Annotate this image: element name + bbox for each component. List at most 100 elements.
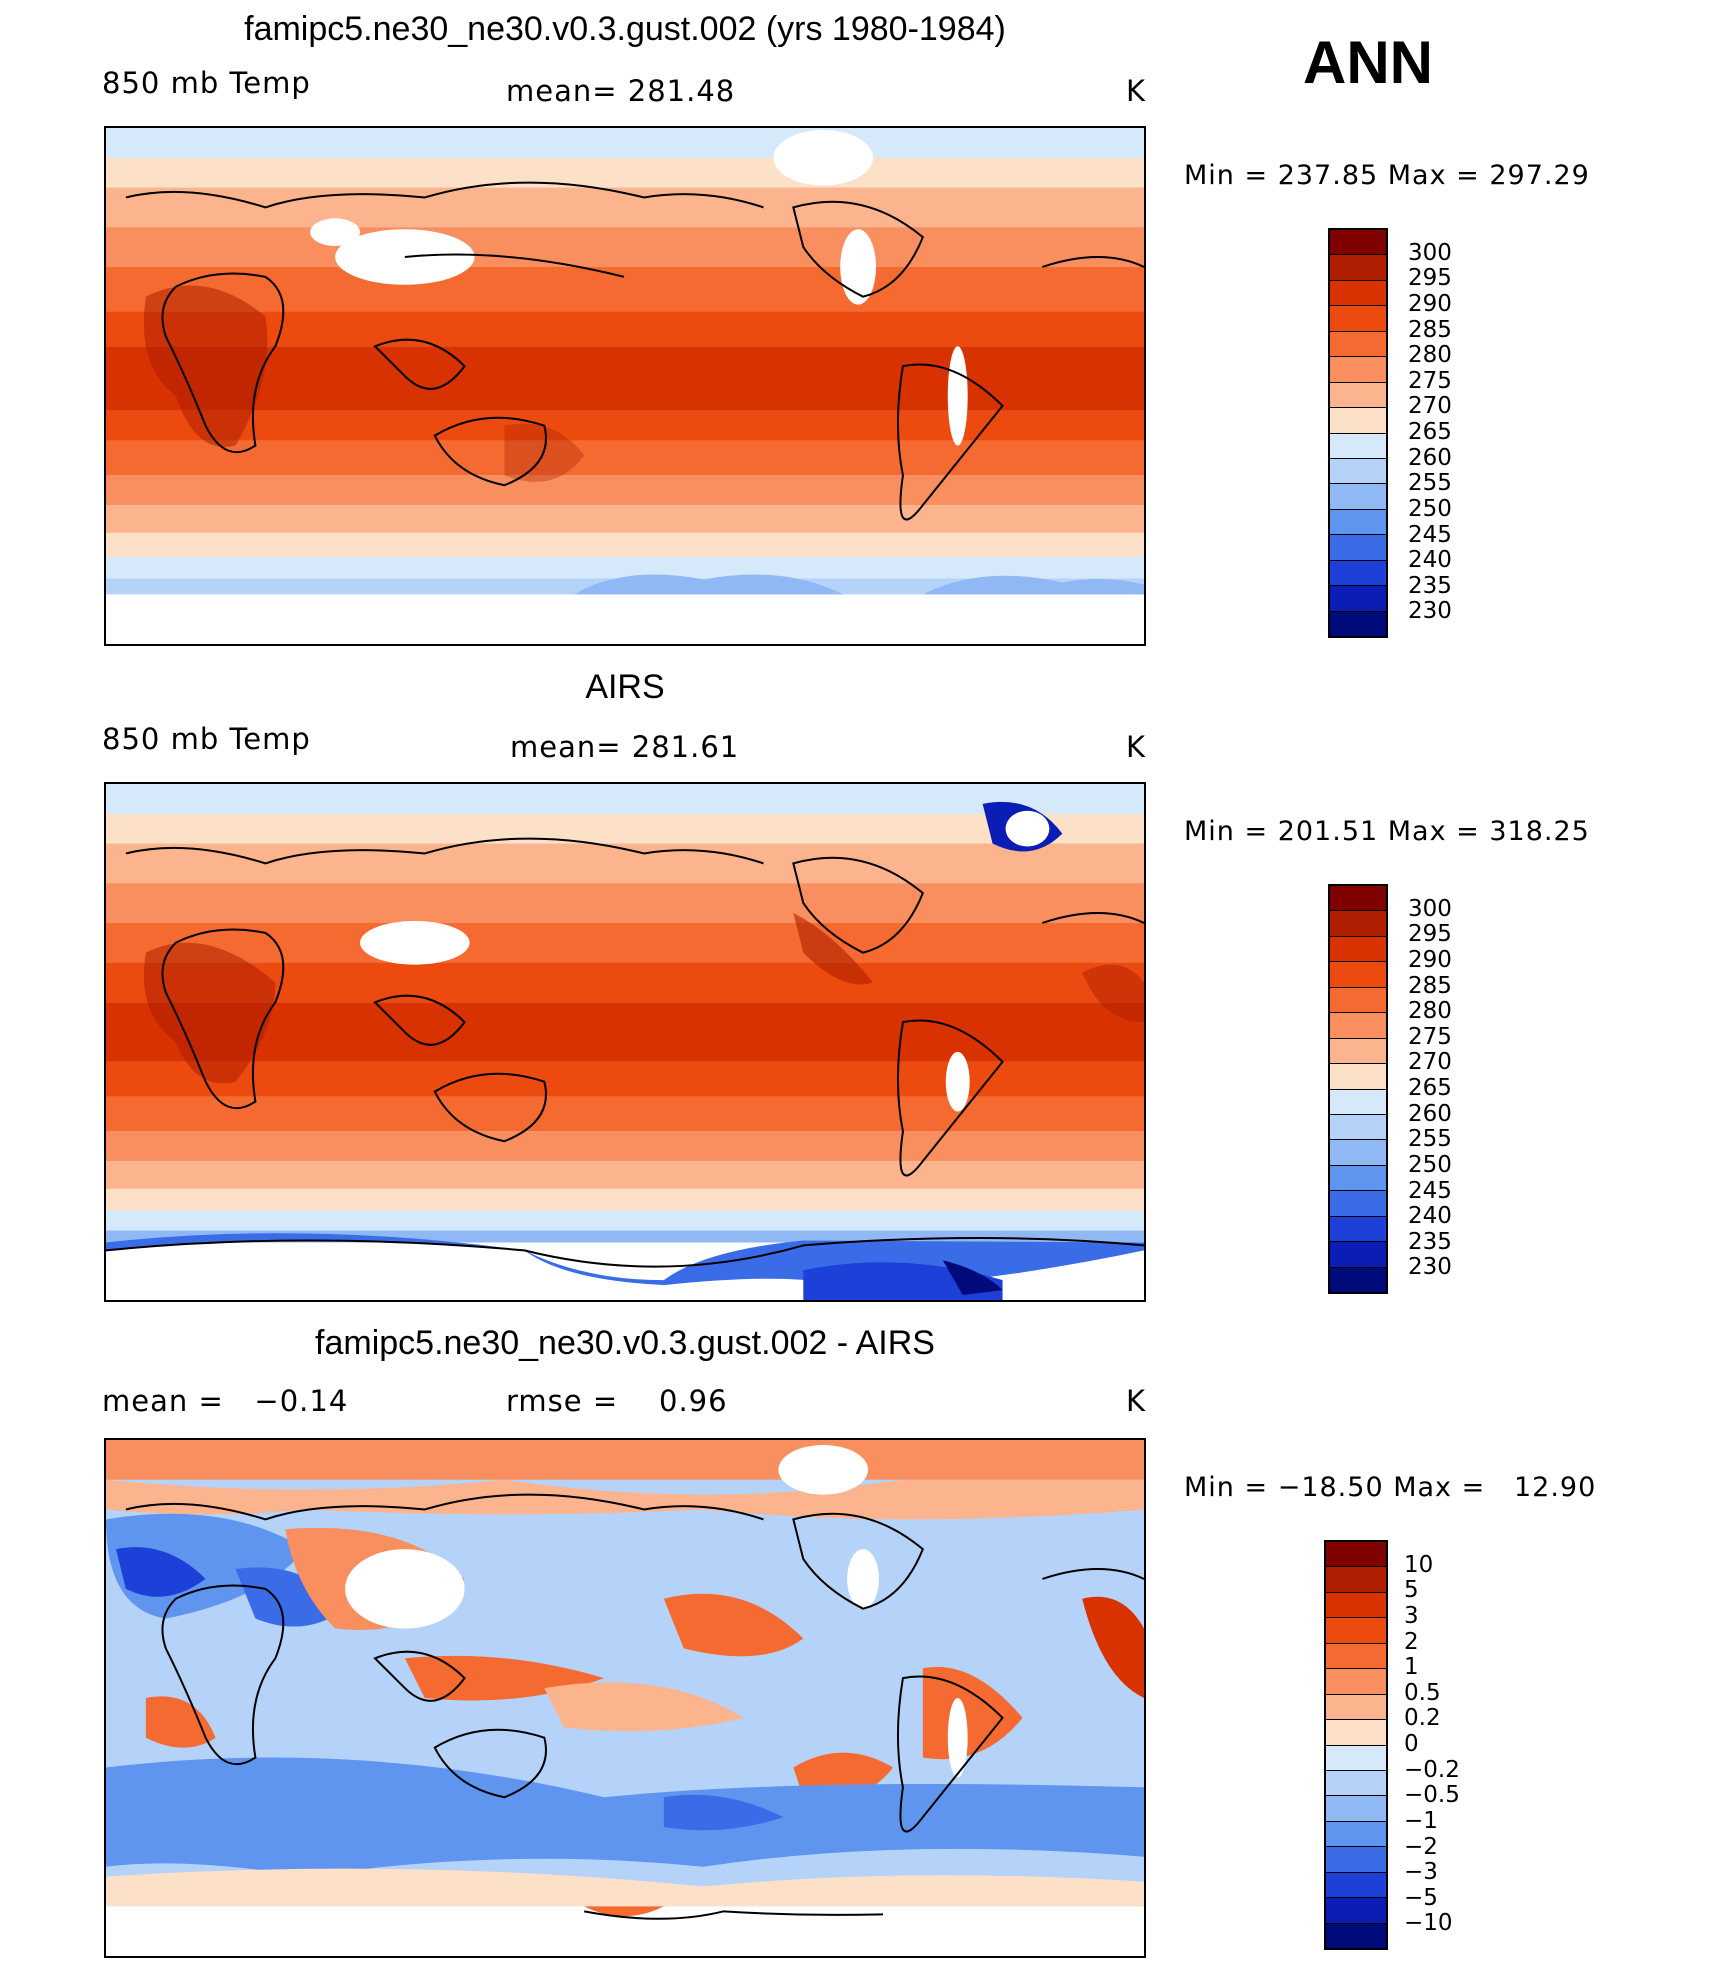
colorbar-swatch	[1326, 1898, 1386, 1924]
colorbar-swatch	[1330, 1114, 1386, 1141]
colorbar-tick-label: 260	[1408, 1100, 1452, 1127]
colorbar-swatch	[1326, 1567, 1386, 1593]
panel-1-variable-label: 850 mb Temp	[102, 66, 311, 100]
colorbar-tick-label: 2	[1404, 1628, 1419, 1655]
colorbar-tick-label: 255	[1408, 1126, 1452, 1153]
colorbar-swatch	[1330, 433, 1386, 459]
colorbar-tick-label: 265	[1408, 1075, 1452, 1101]
colorbar-swatch	[1330, 458, 1386, 485]
colorbar-tick-label: −3	[1404, 1859, 1438, 1886]
season-label: ANN	[1303, 29, 1433, 96]
colorbar-swatch	[1326, 1592, 1386, 1619]
colorbar-tick-label: 300	[1408, 895, 1452, 922]
colorbar-swatch	[1330, 1038, 1386, 1065]
colorbar-swatch	[1330, 509, 1386, 536]
colorbar-swatch	[1330, 535, 1386, 561]
colorbar-tick-label: 275	[1408, 367, 1452, 394]
colorbar-tick-label: 290	[1408, 946, 1452, 973]
colorbar-swatch	[1330, 1089, 1386, 1115]
panel-3-map-field	[106, 1440, 1144, 1956]
colorbar-swatch	[1330, 1165, 1386, 1192]
colorbar-tick-label: 235	[1408, 1228, 1452, 1255]
colorbar-tick-label: 10	[1404, 1551, 1434, 1578]
colorbar-swatch	[1326, 1847, 1386, 1873]
colorbar-swatch	[1330, 936, 1386, 963]
panel-2-minmax: Min = 201.51 Max = 318.25	[1184, 816, 1590, 847]
colorbar-tick-label: 0.2	[1404, 1705, 1441, 1732]
colorbar-swatch	[1330, 962, 1386, 988]
colorbar-swatch	[1330, 1013, 1386, 1039]
colorbar-tick-label: 285	[1408, 972, 1452, 999]
colorbar-tick-label: 275	[1408, 1023, 1452, 1050]
panel-3-title: famipc5.ne30_ne30.v0.3.gust.002 - AIRS	[315, 1324, 935, 1362]
colorbar-swatch	[1330, 1216, 1386, 1243]
colorbar-swatch	[1330, 1064, 1386, 1090]
colorbar-swatch	[1330, 306, 1386, 332]
panel-3-colorbar-labels: 10 5 3 2 1 0.5 0.2 0 −0.2 −0.5 −1 −2 −3 −5 −10	[1404, 1540, 1514, 1950]
colorbar-tick-label: −5	[1404, 1884, 1438, 1911]
panel-1-units-label: K	[1126, 74, 1147, 108]
colorbar-swatch	[1330, 255, 1386, 281]
panel-3-minmax: Min = −18.50 Max = 12.90	[1184, 1472, 1597, 1503]
colorbar-tick-label: 270	[1408, 393, 1452, 420]
colorbar-swatch	[1330, 560, 1386, 587]
colorbar-tick-label: 0.5	[1404, 1679, 1441, 1706]
colorbar-swatch	[1330, 1140, 1386, 1166]
panel-1-colorbar-labels: 300 295 290 285 280 275 270 265 260 255 250 245 240 2…	[1408, 228, 1508, 638]
colorbar-tick-label: 250	[1408, 495, 1452, 522]
colorbar-tick-label: 230	[1408, 1254, 1452, 1281]
colorbar-tick-label: 280	[1408, 998, 1452, 1025]
panel-3-mean-label: mean = −0.14	[102, 1384, 349, 1418]
colorbar-swatch	[1326, 1618, 1386, 1644]
colorbar-tick-label: 3	[1404, 1602, 1419, 1629]
colorbar-tick-label: 270	[1408, 1049, 1452, 1076]
colorbar-tick-label: −0.2	[1404, 1756, 1460, 1783]
colorbar-swatch	[1330, 886, 1386, 912]
colorbar-swatch	[1330, 1242, 1386, 1268]
colorbar-tick-label: 280	[1408, 342, 1452, 369]
colorbar-swatch	[1330, 911, 1386, 937]
colorbar-tick-label: 285	[1408, 316, 1452, 343]
colorbar-swatch	[1330, 408, 1386, 434]
colorbar-tick-label: 245	[1408, 1177, 1452, 1204]
colorbar-swatch	[1326, 1669, 1386, 1695]
colorbar-swatch	[1326, 1770, 1386, 1797]
panel-2-colorbar-labels: 300 295 290 285 280 275 270 265 260 255 250 245 240 2…	[1408, 884, 1508, 1294]
colorbar-tick-label: 300	[1408, 239, 1452, 266]
colorbar-swatch	[1330, 382, 1386, 409]
panel-1-map-field	[106, 128, 1144, 644]
colorbar-swatch	[1326, 1796, 1386, 1822]
colorbar-swatch	[1330, 280, 1386, 307]
colorbar-swatch	[1326, 1694, 1386, 1721]
panel-2-map	[104, 782, 1146, 1302]
colorbar-tick-label: 0	[1404, 1731, 1419, 1757]
colorbar-swatch	[1330, 586, 1386, 612]
colorbar-swatch	[1330, 987, 1386, 1014]
colorbar-swatch	[1330, 331, 1386, 358]
panel-2-variable-label: 850 mb Temp	[102, 722, 311, 756]
panel-3-units-label: K	[1126, 1384, 1147, 1418]
colorbar-swatch	[1326, 1643, 1386, 1670]
colorbar-tick-label: 265	[1408, 419, 1452, 445]
colorbar-tick-label: −2	[1404, 1833, 1438, 1860]
colorbar-tick-label: −1	[1404, 1807, 1438, 1834]
panel-2-map-field	[106, 784, 1144, 1300]
panel-1-minmax: Min = 237.85 Max = 297.29	[1184, 160, 1590, 191]
panel-3-rmse-label: rmse = 0.96	[506, 1384, 728, 1418]
panel-1-mean-label: mean= 281.48	[506, 74, 736, 108]
colorbar-swatch	[1326, 1720, 1386, 1746]
colorbar-swatch	[1330, 611, 1386, 636]
colorbar-tick-label: 255	[1408, 470, 1452, 497]
panel-3-map	[104, 1438, 1146, 1958]
colorbar-tick-label: 250	[1408, 1151, 1452, 1178]
panel-1-title: famipc5.ne30_ne30.v0.3.gust.002 (yrs 198…	[244, 10, 1006, 48]
colorbar-swatch	[1330, 1191, 1386, 1217]
panel-2-colorbar	[1328, 884, 1388, 1294]
colorbar-tick-label: −10	[1404, 1910, 1453, 1937]
colorbar-tick-label: 240	[1408, 1203, 1452, 1230]
colorbar-swatch	[1330, 230, 1386, 256]
colorbar-tick-label: 5	[1404, 1577, 1419, 1604]
colorbar-swatch	[1326, 1821, 1386, 1848]
colorbar-tick-label: 1	[1404, 1654, 1419, 1681]
colorbar-swatch	[1326, 1745, 1386, 1771]
